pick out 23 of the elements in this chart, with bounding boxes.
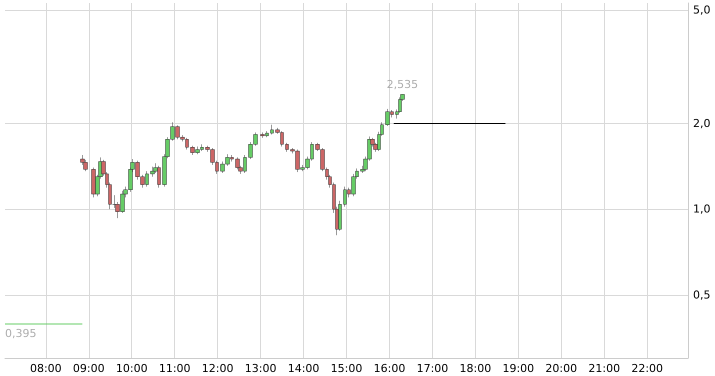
annotation: 0,395 [5, 326, 36, 340]
candlestick [260, 132, 265, 138]
x-tick-label: 15:00 [330, 362, 362, 375]
x-tick-label: 08:00 [30, 362, 62, 375]
y-tick-label: 0,5 [693, 288, 710, 302]
x-tick-label: 17:00 [416, 362, 448, 375]
x-tick-label: 19:00 [502, 362, 534, 375]
x-tick-label: 10:00 [116, 362, 148, 375]
x-tick-label: 09:00 [72, 362, 105, 375]
x-tick-label: 21:00 [588, 362, 620, 375]
y-tick-label: 1,0 [693, 202, 710, 216]
y-tick-label: 5,0 [693, 4, 710, 17]
x-tick-label: 12:00 [202, 362, 234, 375]
x-tick-label: 14:00 [288, 362, 320, 375]
x-tick-label: 22:00 [631, 362, 664, 375]
x-tick-label: 16:00 [374, 362, 406, 375]
x-tick-label: 20:00 [545, 362, 578, 375]
x-tick-label: 13:00 [244, 362, 276, 375]
x-tick-label: 11:00 [158, 362, 191, 375]
y-tick-label: 2,0 [693, 116, 710, 130]
annotation: 2,535 [386, 78, 418, 92]
candlestick [91, 167, 96, 198]
x-tick-label: 18:00 [460, 362, 492, 375]
